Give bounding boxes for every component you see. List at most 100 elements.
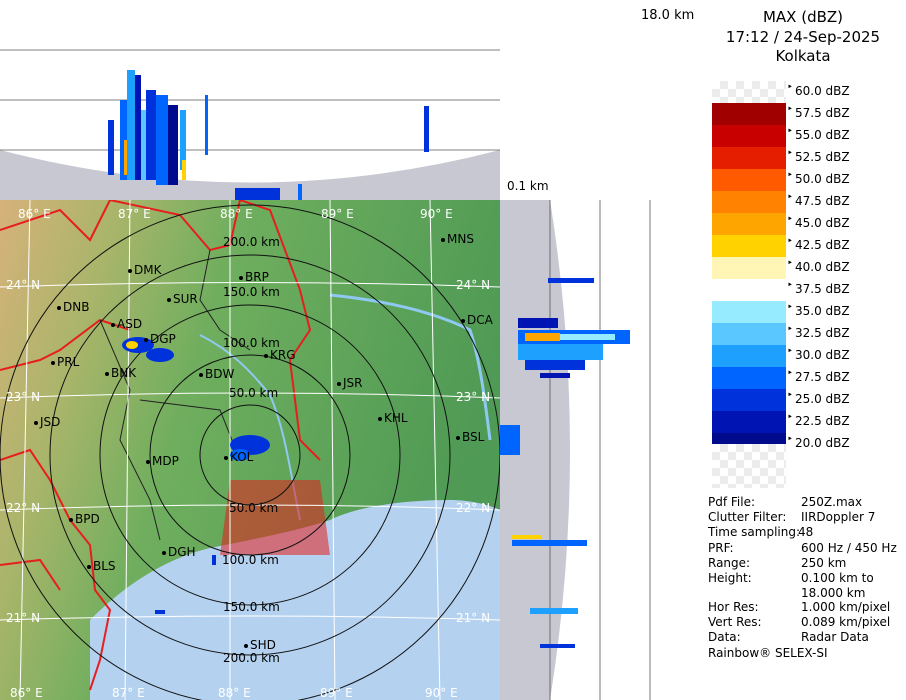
station-label: BSL	[462, 430, 485, 444]
longitude-label: 88° E	[218, 686, 251, 700]
range-ring-label: 100.0 km	[223, 336, 280, 350]
legend-swatch	[712, 169, 786, 191]
longitude-label: 89° E	[320, 686, 353, 700]
longitude-label: 87° E	[118, 207, 151, 221]
legend-label: 45.0 dBZ	[795, 216, 850, 230]
info-key: Data:	[708, 630, 741, 644]
legend-swatch	[712, 235, 786, 257]
station-label: DGP	[150, 332, 176, 346]
station-marker	[264, 354, 268, 358]
station-label: DNB	[63, 300, 90, 314]
station-label: BRP	[245, 270, 269, 284]
station-label: BPD	[75, 512, 100, 526]
info-key: Height:	[708, 571, 752, 585]
legend-label: 47.5 dBZ	[795, 194, 850, 208]
ns-cross-section	[500, 200, 700, 700]
station-label: DGH	[168, 545, 196, 559]
legend-label: 42.5 dBZ	[795, 238, 850, 252]
legend-label: 30.0 dBZ	[795, 348, 850, 362]
station-label: MNS	[447, 232, 474, 246]
longitude-label: 90° E	[425, 686, 458, 700]
legend-tick: ‣	[787, 434, 793, 445]
station-marker	[441, 238, 445, 242]
station-label: DMK	[134, 263, 162, 277]
legend-tick: ‣	[787, 214, 793, 225]
legend-swatch	[712, 367, 786, 389]
product-title: MAX (dBZ)	[762, 8, 844, 26]
station-label: DCA	[467, 313, 493, 327]
station-label: PRL	[57, 355, 80, 369]
legend-tick: ‣	[787, 368, 793, 379]
info-key: Vert Res:	[708, 615, 762, 629]
info-key: Range:	[708, 556, 751, 570]
info-value: 1.000 km/pixel	[801, 600, 891, 614]
station-label: KHL	[384, 411, 408, 425]
station-marker	[244, 644, 248, 648]
ppi-map	[0, 200, 500, 700]
info-value: 0.100 km to	[801, 571, 874, 585]
legend-tick: ‣	[787, 390, 793, 401]
station-label: SHD	[250, 638, 276, 652]
longitude-label: 86° E	[10, 686, 43, 700]
info-value: 250Z.max	[801, 495, 863, 509]
legend-swatch	[712, 301, 786, 323]
latitude-label: 23° N	[456, 390, 491, 404]
legend-swatch	[712, 125, 786, 147]
info-value: 250 km	[801, 556, 847, 570]
legend-label: 50.0 dBZ	[795, 172, 850, 186]
station-marker	[224, 456, 228, 460]
station-marker	[51, 361, 55, 365]
station-marker	[337, 382, 341, 386]
legend-swatch	[712, 147, 786, 169]
longitude-label: 88° E	[220, 207, 253, 221]
station-marker	[105, 372, 109, 376]
legend-swatch	[712, 389, 786, 411]
legend-label: 57.5 dBZ	[795, 106, 850, 120]
station-marker	[57, 306, 61, 310]
ew-cross-section	[0, 0, 500, 200]
legend-label: 55.0 dBZ	[795, 128, 850, 142]
legend-label: 20.0 dBZ	[795, 436, 850, 450]
range-ring-label: 200.0 km	[223, 235, 280, 249]
legend-tick: ‣	[787, 104, 793, 115]
legend-swatch	[712, 191, 786, 213]
station-marker	[111, 323, 115, 327]
info-value: 0.089 km/pixel	[801, 615, 891, 629]
longitude-label: 90° E	[420, 207, 453, 221]
legend-label: 52.5 dBZ	[795, 150, 850, 164]
info-key: Hor Res:	[708, 600, 759, 614]
legend-tick: ‣	[787, 346, 793, 357]
legend-swatch	[712, 81, 786, 103]
legend-swatch	[712, 411, 786, 433]
latitude-label: 21° N	[456, 611, 491, 625]
legend-swatch-below	[712, 444, 786, 488]
latitude-label: 23° N	[6, 390, 41, 404]
range-ring-label: 150.0 km	[223, 285, 280, 299]
info-value: 600 Hz / 450 Hz	[801, 541, 897, 555]
longitude-label: 86° E	[18, 207, 51, 221]
station-marker	[456, 436, 460, 440]
legend-tick: ‣	[787, 280, 793, 291]
station-marker	[239, 276, 243, 280]
station-label: BDW	[205, 367, 235, 381]
legend-tick: ‣	[787, 148, 793, 159]
legend-tick: ‣	[787, 126, 793, 137]
info-key: Pdf File:	[708, 495, 756, 509]
legend-label: 32.5 dBZ	[795, 326, 850, 340]
legend-tick: ‣	[787, 412, 793, 423]
station-label: SUR	[173, 292, 198, 306]
top-height-label: 18.0 km	[641, 8, 695, 23]
legend-label: 35.0 dBZ	[795, 304, 850, 318]
legend-label: 22.5 dBZ	[795, 414, 850, 428]
legend-tick: ‣	[787, 236, 793, 247]
base-height-label: 0.1 km	[507, 179, 549, 193]
info-key: Time sampling:	[708, 525, 801, 539]
info-key: PRF:	[708, 541, 734, 555]
longitude-label: 89° E	[321, 207, 354, 221]
range-ring-label: 200.0 km	[223, 651, 280, 665]
station-marker	[199, 373, 203, 377]
station-label: JSD	[40, 415, 61, 429]
legend-swatch	[712, 345, 786, 367]
legend-tick: ‣	[787, 258, 793, 269]
range-ring-label: 150.0 km	[223, 600, 280, 614]
